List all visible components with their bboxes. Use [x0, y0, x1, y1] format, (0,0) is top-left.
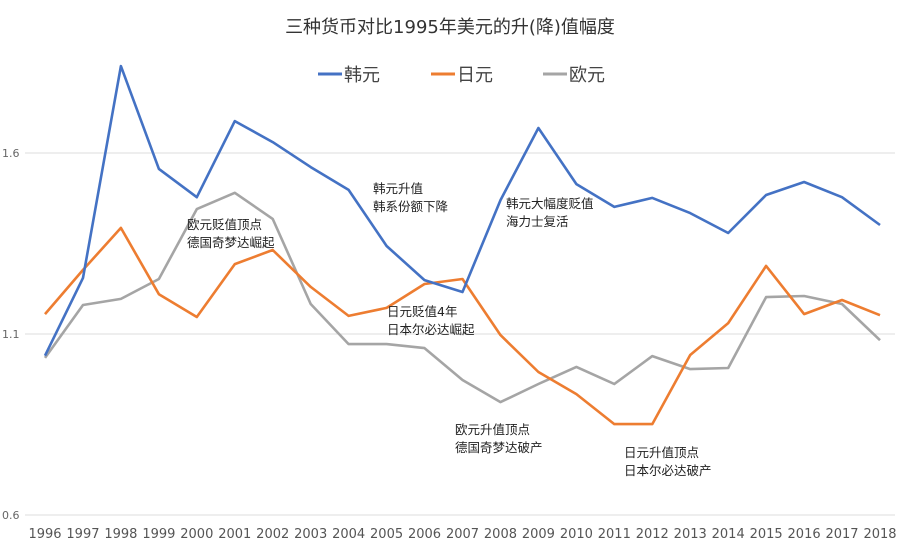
- chart-title: 三种货币对比1995年美元的升(降)值幅度: [285, 17, 615, 38]
- x-tick-label: 2014: [712, 527, 745, 542]
- legend-label: 日元: [457, 65, 493, 86]
- x-tick-label: 1997: [66, 527, 99, 542]
- y-tick-label: 0.6: [2, 509, 20, 522]
- x-tick-label: 2001: [218, 527, 251, 542]
- annotation-text: 海力士复活: [506, 214, 569, 229]
- annotation-text: 德国奇梦达破产: [455, 440, 543, 455]
- annotation-text: 韩元大幅度贬值: [506, 196, 594, 211]
- series-line-2: [43, 191, 881, 404]
- x-tick-label: 2015: [750, 527, 783, 542]
- x-tick-label: 2005: [370, 527, 403, 542]
- x-tick-label: 2013: [674, 527, 707, 542]
- legend-label: 欧元: [569, 65, 605, 86]
- x-tick-label: 2017: [825, 527, 858, 542]
- legend-label: 韩元: [344, 65, 380, 86]
- annotation-text: 日元升值顶点: [624, 445, 699, 460]
- series-line-1: [44, 226, 881, 426]
- x-tick-label: 2016: [788, 527, 821, 542]
- annotation-text: 日本尔必达破产: [624, 463, 712, 478]
- x-tick-label: 2010: [560, 527, 593, 542]
- x-tick-label: 2007: [446, 527, 479, 542]
- y-tick-label: 1.1: [2, 328, 20, 341]
- y-tick-label: 1.6: [2, 147, 20, 160]
- x-tick-label: 2006: [408, 527, 441, 542]
- x-tick-label: 2008: [484, 527, 517, 542]
- x-tick-label: 2009: [522, 527, 555, 542]
- annotation-text: 欧元贬值顶点: [187, 217, 262, 232]
- x-tick-label: 2012: [636, 527, 669, 542]
- x-tick-label: 2002: [256, 527, 289, 542]
- x-tick-label: 1996: [28, 527, 61, 542]
- x-tick-label: 2011: [598, 527, 631, 542]
- x-tick-label: 2000: [180, 527, 213, 542]
- annotation-text: 日本尔必达崛起: [387, 322, 475, 337]
- annotation-text: 德国奇梦达崛起: [187, 235, 275, 250]
- annotation-text: 韩系份额下降: [373, 199, 449, 214]
- annotation-text: 欧元升值顶点: [455, 422, 530, 437]
- x-tick-label: 2018: [863, 527, 896, 542]
- legend: 韩元 日元 欧元: [318, 65, 605, 86]
- series-line-0: [43, 64, 881, 357]
- x-tick-label: 2003: [294, 527, 327, 542]
- x-tick-label: 1998: [104, 527, 137, 542]
- annotation-text: 日元贬值4年: [387, 304, 457, 319]
- x-tick-label: 2004: [332, 527, 365, 542]
- x-tick-label: 1999: [142, 527, 175, 542]
- annotation-text: 韩元升值: [373, 181, 423, 196]
